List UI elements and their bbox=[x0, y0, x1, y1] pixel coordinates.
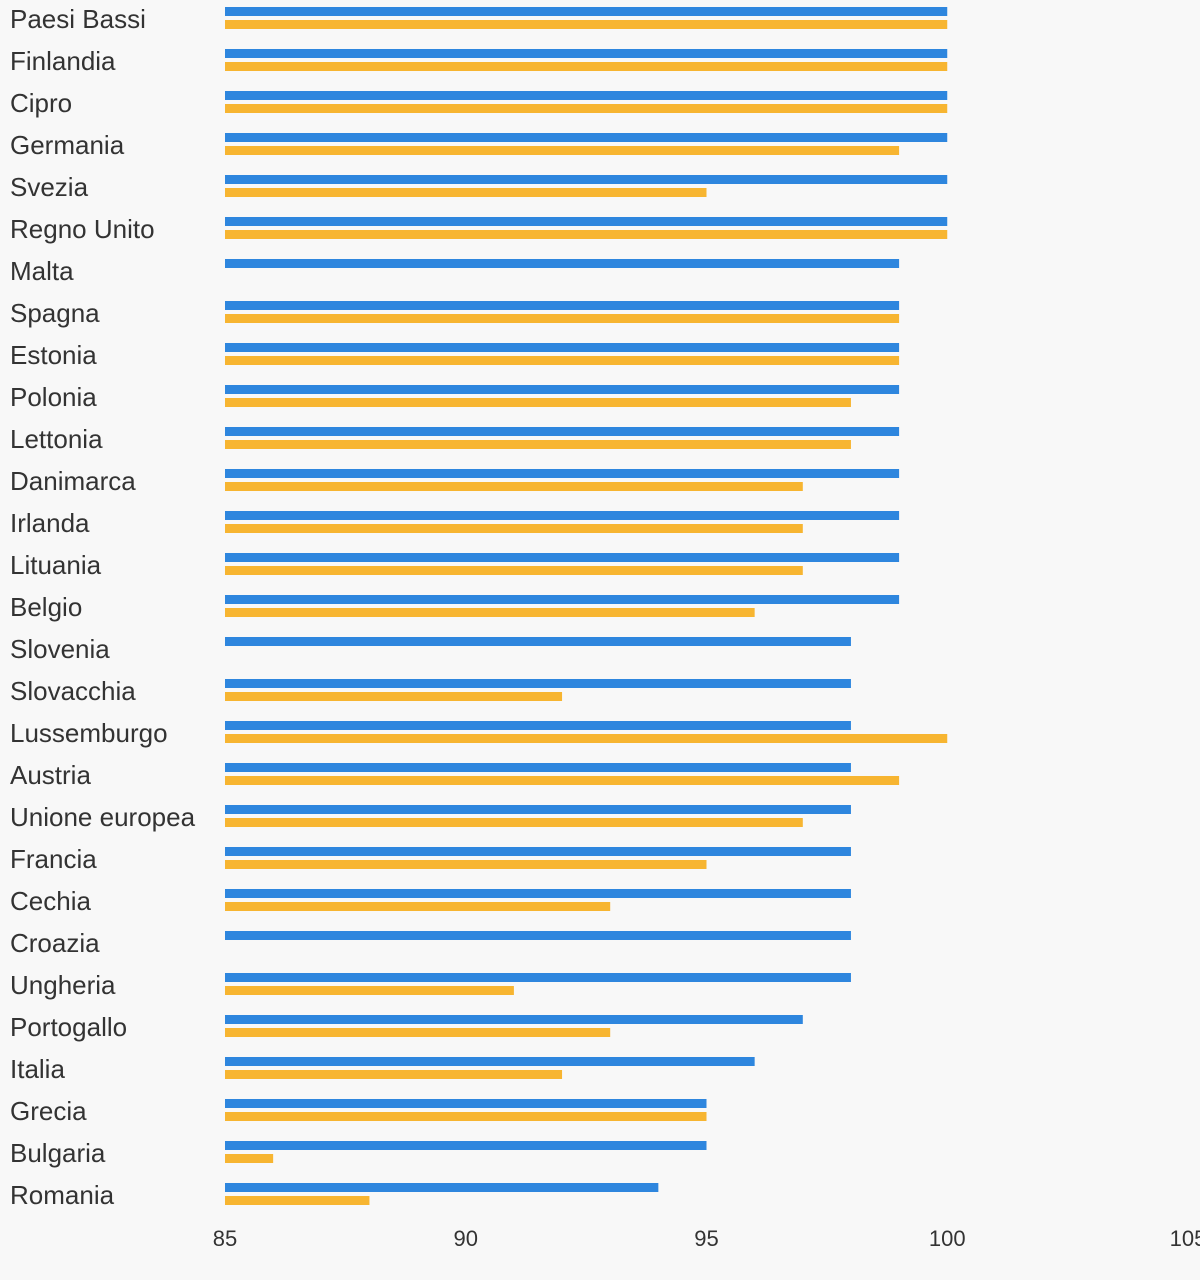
bar-cipro-series-2 bbox=[225, 104, 948, 113]
bar-belgio-series-1 bbox=[225, 595, 900, 604]
bar-bulgaria-series-2 bbox=[225, 1154, 274, 1163]
bar-spagna-series-2 bbox=[225, 314, 900, 323]
bar-svezia-series-1 bbox=[225, 175, 948, 184]
bar-estonia-series-1 bbox=[225, 343, 900, 352]
bar-lituania-series-1 bbox=[225, 553, 900, 562]
bar-malta-series-1 bbox=[225, 259, 900, 268]
bar-finlandia-series-2 bbox=[225, 62, 948, 71]
category-label-unione-europea: Unione europea bbox=[10, 802, 196, 832]
bar-romania-series-2 bbox=[225, 1196, 370, 1205]
category-label-portogallo: Portogallo bbox=[10, 1012, 127, 1042]
category-label-spagna: Spagna bbox=[10, 298, 100, 328]
category-label-austria: Austria bbox=[10, 760, 91, 790]
bar-finlandia-series-1 bbox=[225, 49, 948, 58]
category-label-ungheria: Ungheria bbox=[10, 970, 116, 1000]
bar-germania-series-1 bbox=[225, 133, 948, 142]
bar-irlanda-series-1 bbox=[225, 511, 900, 520]
bar-regno-unito-series-2 bbox=[225, 230, 948, 239]
bar-slovacchia-series-2 bbox=[225, 692, 563, 701]
bar-estonia-series-2 bbox=[225, 356, 900, 365]
category-label-estonia: Estonia bbox=[10, 340, 97, 370]
category-label-bulgaria: Bulgaria bbox=[10, 1138, 106, 1168]
bar-paesi-bassi-series-1 bbox=[225, 7, 948, 16]
category-labels: Paesi Bassi Finlandia Cipro Germania Svezia R… bbox=[10, 4, 196, 1210]
bars bbox=[225, 7, 948, 1205]
category-label-svezia: Svezia bbox=[10, 172, 89, 202]
category-label-lussemburgo: Lussemburgo bbox=[10, 718, 168, 748]
x-axis-ticks: 85 90 95 100 105 bbox=[213, 1226, 1200, 1251]
bar-croazia-series-1 bbox=[225, 931, 851, 940]
category-label-belgio: Belgio bbox=[10, 592, 82, 622]
bar-austria-series-1 bbox=[225, 763, 851, 772]
category-label-regno-unito: Regno Unito bbox=[10, 214, 155, 244]
x-tick-label: 85 bbox=[213, 1226, 237, 1251]
bar-italia-series-2 bbox=[225, 1070, 563, 1079]
category-label-lituania: Lituania bbox=[10, 550, 102, 580]
bar-danimarca-series-2 bbox=[225, 482, 803, 491]
bar-francia-series-1 bbox=[225, 847, 851, 856]
category-label-germania: Germania bbox=[10, 130, 125, 160]
bar-portogallo-series-1 bbox=[225, 1015, 803, 1024]
x-tick-label: 90 bbox=[454, 1226, 478, 1251]
bar-unione-europea-series-1 bbox=[225, 805, 851, 814]
bar-cechia-series-2 bbox=[225, 902, 611, 911]
category-label-danimarca: Danimarca bbox=[10, 466, 136, 496]
bar-paesi-bassi-series-2 bbox=[225, 20, 948, 29]
bar-belgio-series-2 bbox=[225, 608, 755, 617]
bar-cechia-series-1 bbox=[225, 889, 851, 898]
bar-slovacchia-series-1 bbox=[225, 679, 851, 688]
bar-polonia-series-1 bbox=[225, 385, 900, 394]
category-label-paesi-bassi: Paesi Bassi bbox=[10, 4, 146, 34]
bar-unione-europea-series-2 bbox=[225, 818, 803, 827]
category-label-slovenia: Slovenia bbox=[10, 634, 110, 664]
category-label-polonia: Polonia bbox=[10, 382, 97, 412]
bar-grecia-series-1 bbox=[225, 1099, 707, 1108]
bar-slovenia-series-1 bbox=[225, 637, 851, 646]
bar-portogallo-series-2 bbox=[225, 1028, 611, 1037]
bar-irlanda-series-2 bbox=[225, 524, 803, 533]
category-label-irlanda: Irlanda bbox=[10, 508, 90, 538]
bar-svezia-series-2 bbox=[225, 188, 707, 197]
bar-lituania-series-2 bbox=[225, 566, 803, 575]
bar-lussemburgo-series-2 bbox=[225, 734, 948, 743]
bar-austria-series-2 bbox=[225, 776, 900, 785]
x-tick-label: 105 bbox=[1170, 1226, 1200, 1251]
x-tick-label: 100 bbox=[929, 1226, 966, 1251]
bar-spagna-series-1 bbox=[225, 301, 900, 310]
bar-bulgaria-series-1 bbox=[225, 1141, 707, 1150]
category-label-francia: Francia bbox=[10, 844, 97, 874]
bar-ungheria-series-1 bbox=[225, 973, 851, 982]
category-label-croazia: Croazia bbox=[10, 928, 100, 958]
bar-lettonia-series-2 bbox=[225, 440, 851, 449]
category-label-romania: Romania bbox=[10, 1180, 115, 1210]
bar-francia-series-2 bbox=[225, 860, 707, 869]
bar-italia-series-1 bbox=[225, 1057, 755, 1066]
bar-danimarca-series-1 bbox=[225, 469, 900, 478]
category-label-finlandia: Finlandia bbox=[10, 46, 116, 76]
bar-cipro-series-1 bbox=[225, 91, 948, 100]
category-label-grecia: Grecia bbox=[10, 1096, 87, 1126]
category-label-slovacchia: Slovacchia bbox=[10, 676, 136, 706]
bar-romania-series-1 bbox=[225, 1183, 659, 1192]
x-tick-label: 95 bbox=[694, 1226, 718, 1251]
bar-ungheria-series-2 bbox=[225, 986, 514, 995]
bar-polonia-series-2 bbox=[225, 398, 851, 407]
bar-germania-series-2 bbox=[225, 146, 900, 155]
bar-grecia-series-2 bbox=[225, 1112, 707, 1121]
bar-regno-unito-series-1 bbox=[225, 217, 948, 226]
category-label-cipro: Cipro bbox=[10, 88, 72, 118]
category-label-lettonia: Lettonia bbox=[10, 424, 103, 454]
category-label-cechia: Cechia bbox=[10, 886, 91, 916]
category-label-malta: Malta bbox=[10, 256, 74, 286]
bar-lettonia-series-1 bbox=[225, 427, 900, 436]
category-label-italia: Italia bbox=[10, 1054, 65, 1084]
bar-lussemburgo-series-1 bbox=[225, 721, 851, 730]
